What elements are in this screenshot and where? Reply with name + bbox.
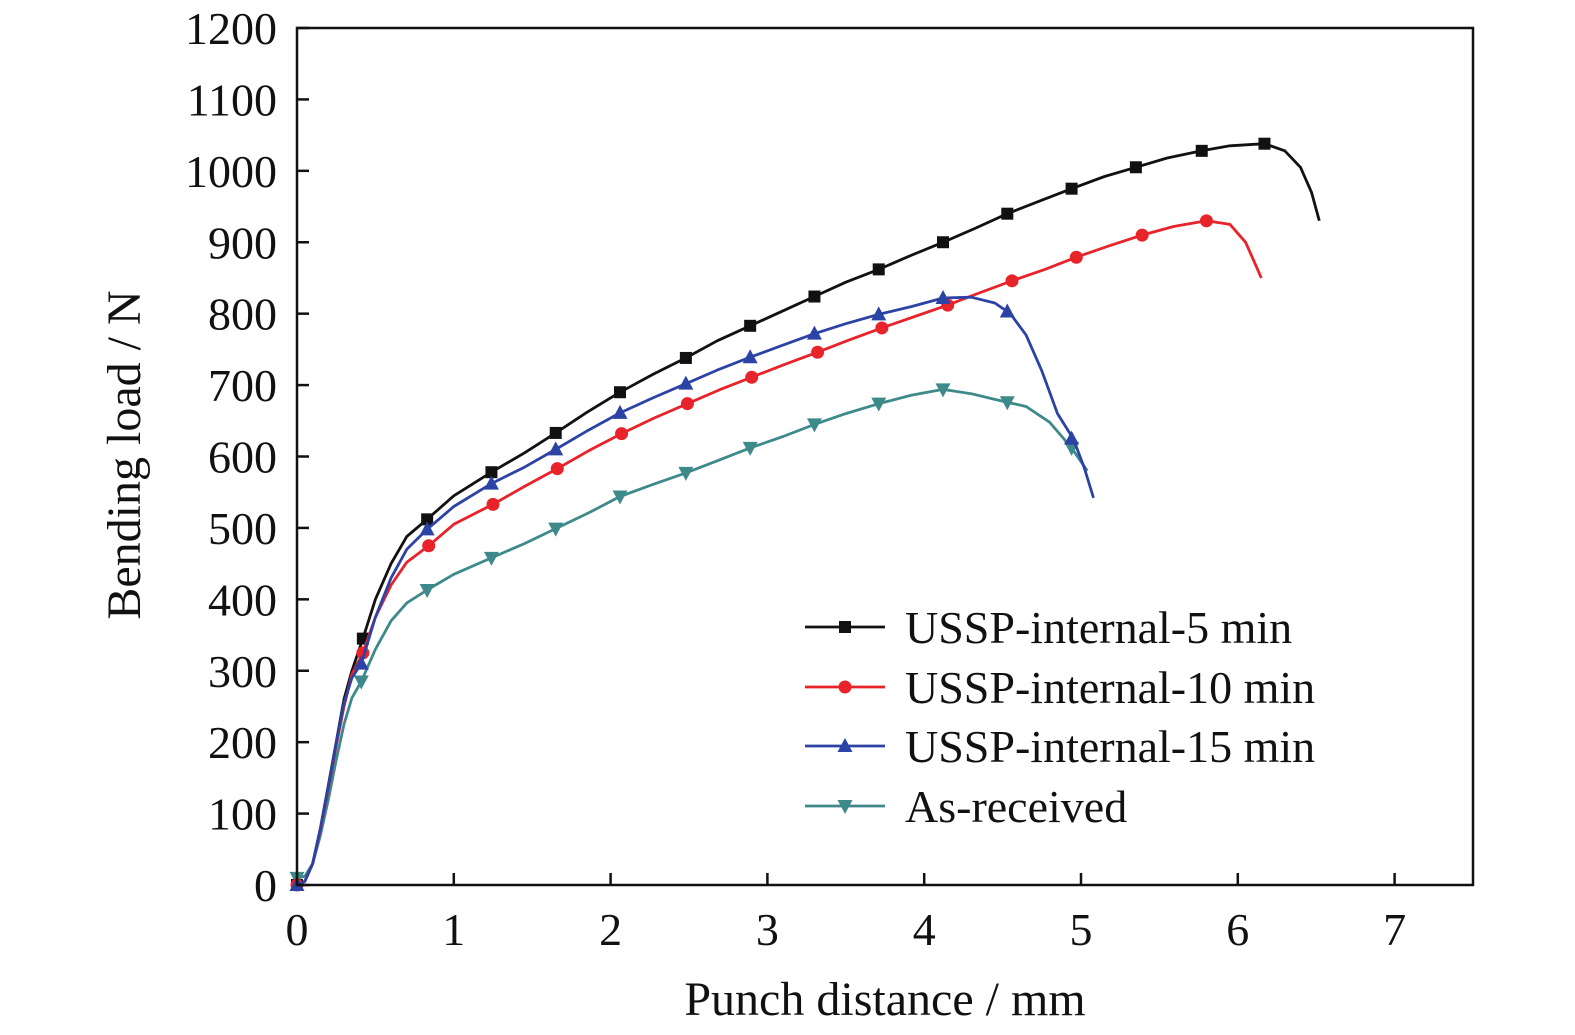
data-point	[808, 290, 821, 303]
y-tick-label: 200	[208, 717, 277, 768]
data-point	[1069, 250, 1083, 264]
data-point	[1129, 161, 1142, 174]
data-point	[486, 497, 500, 511]
data-point	[1195, 144, 1208, 157]
series-layer	[289, 137, 1321, 892]
data-point	[1199, 214, 1213, 228]
data-point	[742, 441, 758, 456]
series-line	[296, 388, 1089, 880]
y-axis-label: Bending load / N	[98, 290, 151, 619]
data-point	[612, 404, 628, 419]
legend: USSP-internal-5 min USSP-internal-10 min U…	[805, 602, 1315, 832]
legend-item: USSP-internal-10 min	[805, 662, 1315, 713]
data-point	[614, 386, 627, 399]
y-tick-label: 600	[208, 432, 277, 483]
x-axis-label: Punch distance / mm	[684, 973, 1085, 1026]
y-tick-label: 500	[208, 503, 277, 554]
data-point	[875, 321, 889, 335]
data-point	[353, 675, 369, 690]
x-tick-label: 5	[1070, 904, 1093, 955]
x-tick-label: 2	[599, 904, 622, 955]
x-tick-label: 1	[442, 904, 465, 955]
data-point	[937, 236, 950, 249]
data-point	[871, 397, 887, 412]
data-point	[550, 462, 564, 476]
data-point	[485, 466, 498, 479]
data-point	[419, 584, 435, 599]
y-tick-label: 1100	[187, 74, 277, 125]
legend-item: USSP-internal-5 min	[805, 602, 1292, 653]
data-point	[806, 325, 822, 340]
x-tick-label: 4	[913, 904, 936, 955]
legend-item: USSP-internal-15 min	[805, 721, 1315, 772]
data-point	[678, 375, 694, 390]
data-point	[422, 539, 436, 553]
x-tick-label: 7	[1383, 904, 1406, 955]
y-axis: 0 100 200 300 400 500 600 700 800 900 1000 1100 1200	[185, 3, 309, 911]
x-tick-label: 3	[756, 904, 779, 955]
data-point	[353, 655, 369, 670]
y-tick-label: 100	[208, 789, 277, 840]
y-tick-label: 0	[254, 860, 277, 911]
x-axis: 0 1 2 3 4 5 6 7	[286, 873, 1406, 955]
data-point	[419, 521, 435, 536]
legend-item: As-received	[805, 781, 1127, 832]
legend-marker	[837, 738, 853, 752]
data-point	[742, 349, 758, 364]
data-point	[612, 490, 628, 505]
y-tick-label: 1000	[185, 146, 277, 197]
data-point	[811, 345, 825, 359]
y-tick-label: 800	[208, 289, 277, 340]
data-point	[615, 427, 629, 441]
y-tick-label: 900	[208, 217, 277, 268]
data-point	[1135, 228, 1149, 242]
data-point	[806, 418, 822, 433]
y-tick-label: 300	[208, 646, 277, 697]
legend-marker	[837, 800, 853, 814]
data-point	[1258, 137, 1271, 150]
data-point	[421, 513, 434, 526]
legend-label: USSP-internal-15 min	[905, 721, 1315, 772]
y-tick-label: 1200	[185, 3, 277, 54]
data-point	[871, 306, 887, 321]
data-point	[1065, 182, 1078, 195]
data-point	[935, 289, 951, 304]
data-point	[935, 383, 951, 398]
data-point	[999, 303, 1015, 318]
legend-label: USSP-internal-5 min	[905, 602, 1292, 653]
data-point	[548, 522, 564, 537]
legend-marker	[839, 621, 851, 633]
data-point	[680, 397, 694, 411]
data-point	[1064, 430, 1080, 445]
legend-label: USSP-internal-10 min	[905, 662, 1315, 713]
data-point	[1005, 274, 1019, 288]
y-tick-label: 700	[208, 360, 277, 411]
data-point	[744, 319, 757, 332]
data-point	[678, 466, 694, 481]
data-point	[548, 441, 564, 456]
x-tick-label: 0	[286, 904, 309, 955]
data-point	[999, 396, 1015, 411]
series-line	[296, 142, 1321, 887]
data-point	[549, 426, 562, 439]
series-3	[289, 289, 1095, 891]
data-point	[483, 551, 499, 566]
data-point	[679, 351, 692, 364]
data-point	[1001, 207, 1014, 220]
legend-marker	[838, 680, 852, 694]
data-point	[872, 263, 885, 276]
y-tick-label: 400	[208, 574, 277, 625]
data-point	[745, 370, 759, 384]
data-point	[483, 475, 499, 490]
series-1	[291, 137, 1321, 891]
legend-label: As-received	[905, 781, 1127, 832]
x-tick-label: 6	[1226, 904, 1249, 955]
